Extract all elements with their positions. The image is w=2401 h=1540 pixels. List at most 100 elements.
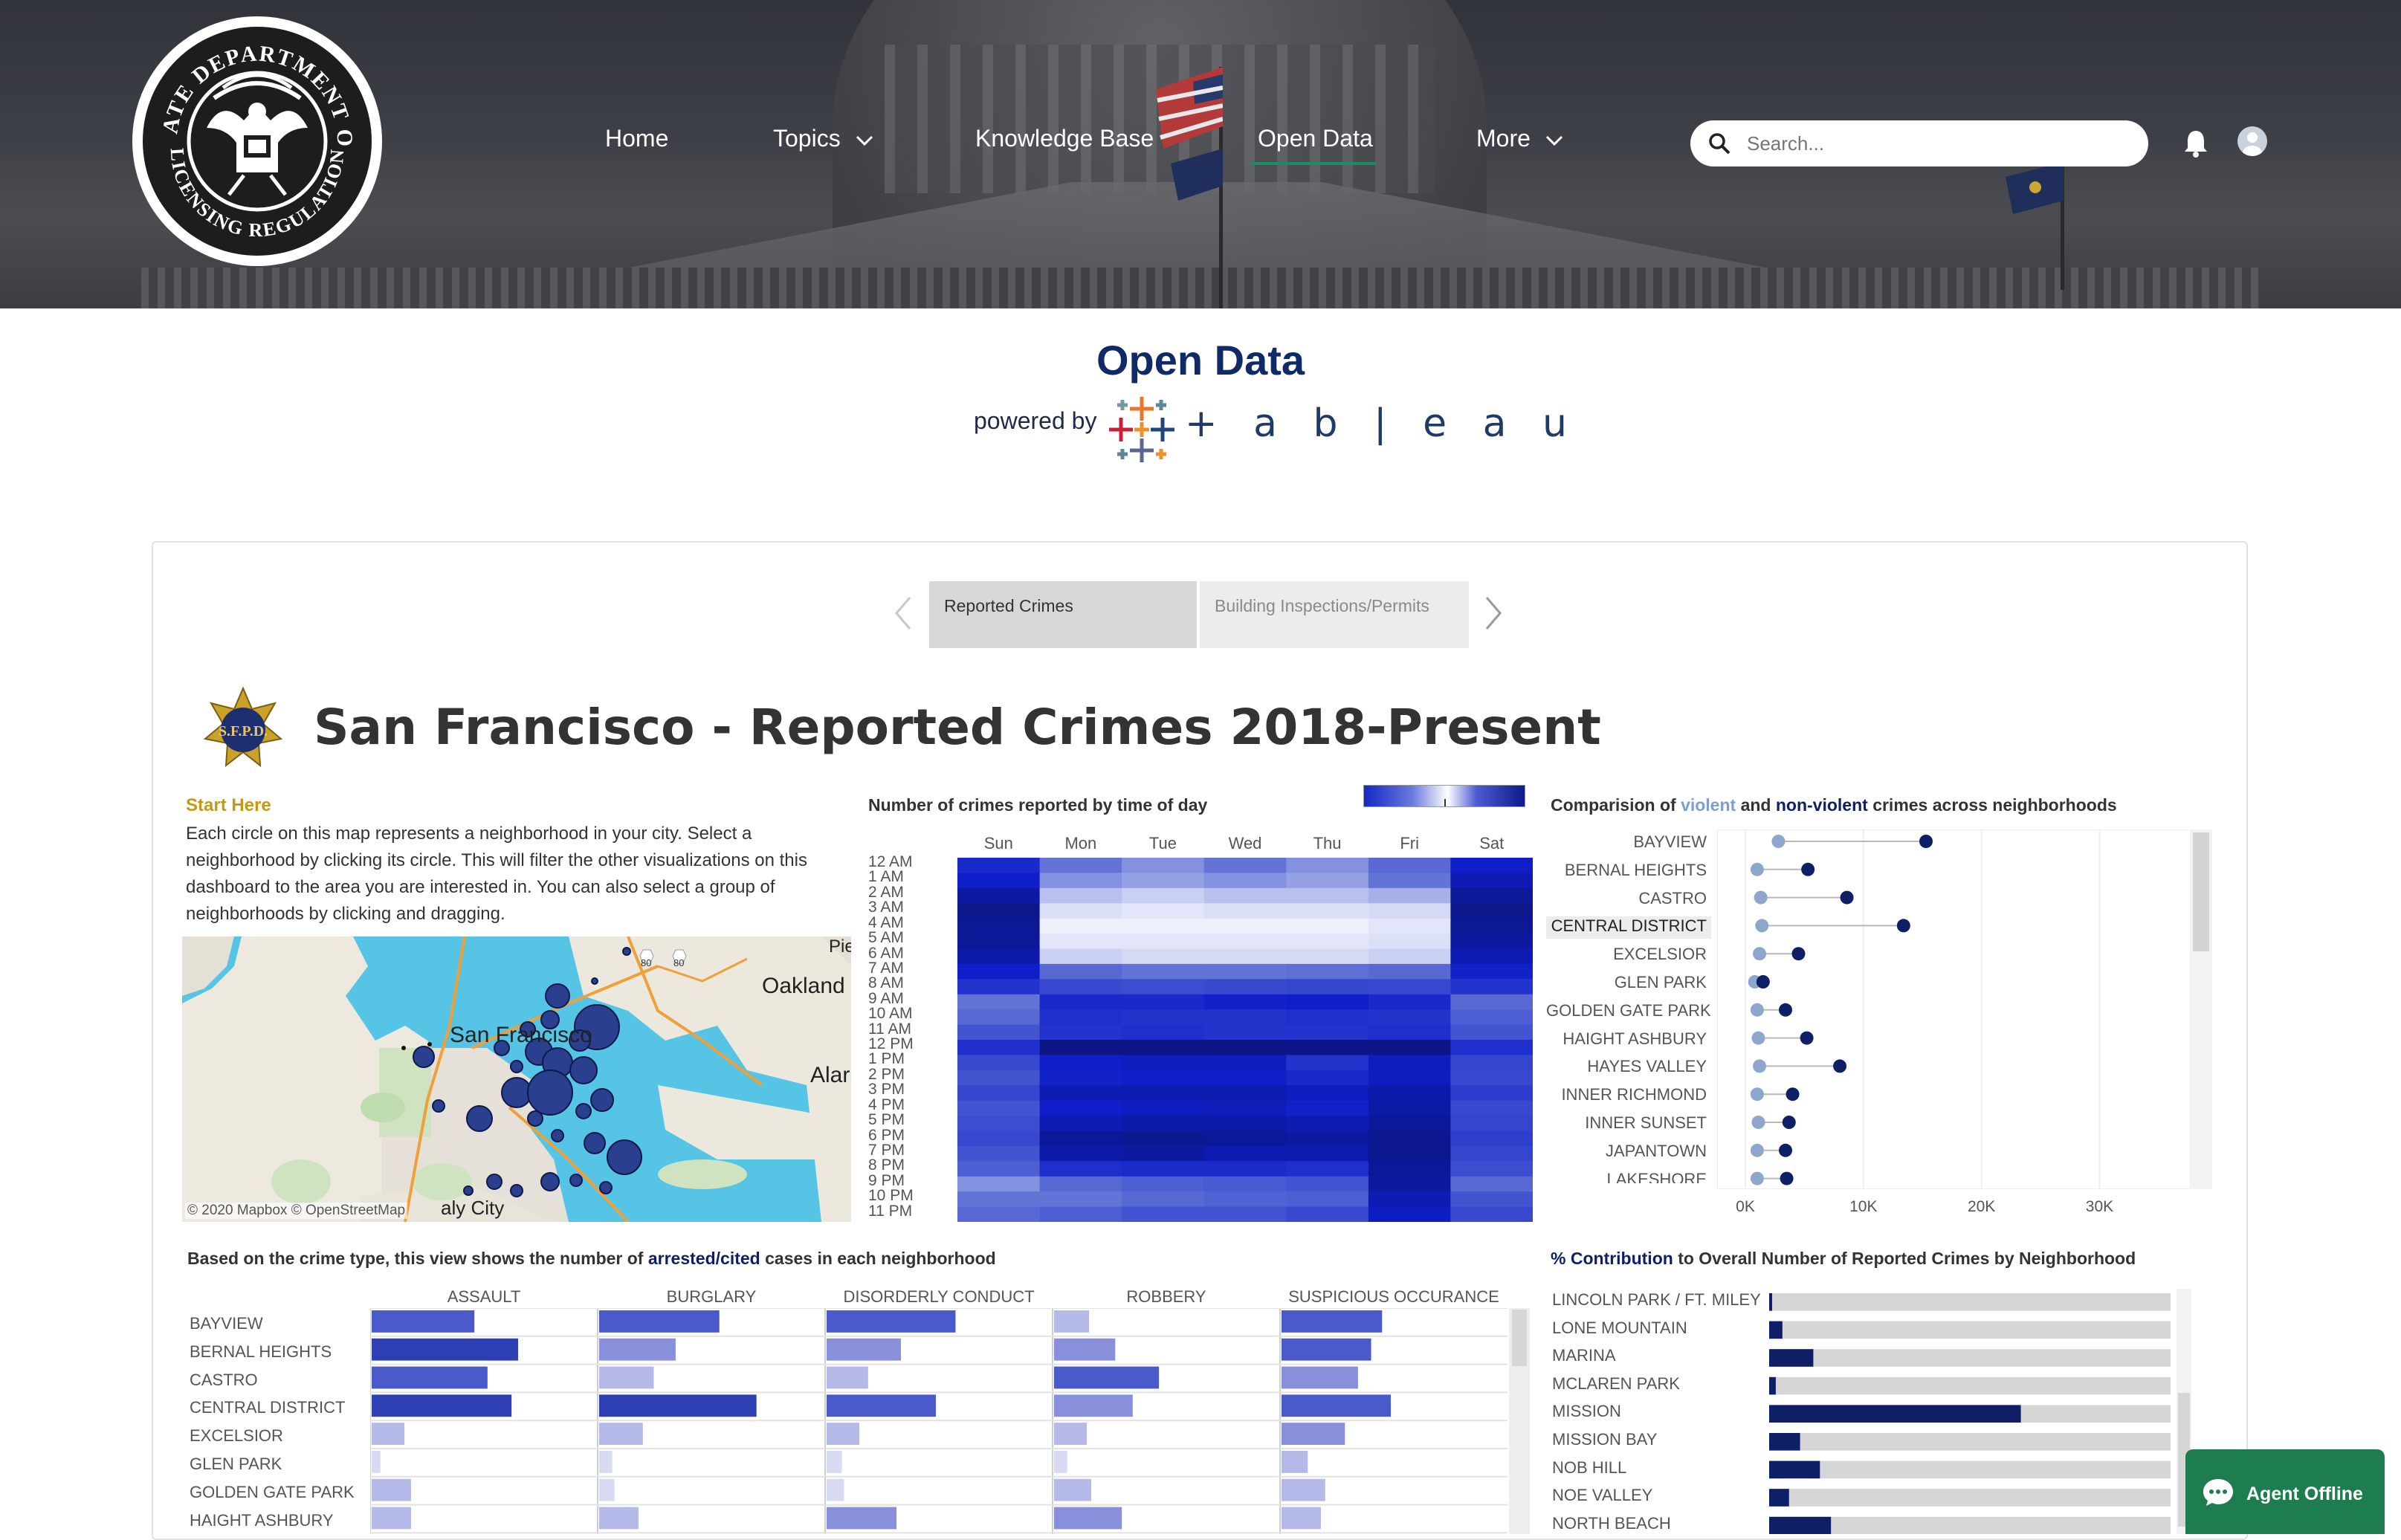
heatmap-cell[interactable] xyxy=(1450,994,1533,1010)
nonviolent-point[interactable] xyxy=(1782,1116,1796,1129)
nonviolent-point[interactable] xyxy=(1840,890,1854,905)
nonviolent-point[interactable] xyxy=(1919,835,1933,848)
heatmap-cell[interactable] xyxy=(957,994,1041,1010)
heatmap-cell[interactable] xyxy=(1368,918,1451,934)
arrest-bar[interactable] xyxy=(1282,1394,1391,1417)
nonviolent-point[interactable] xyxy=(1800,1031,1814,1045)
arrest-bar[interactable] xyxy=(372,1366,488,1389)
heatmap-cell[interactable] xyxy=(1203,948,1287,965)
contribution-bar[interactable] xyxy=(1769,1489,1789,1507)
heatmap-cell[interactable] xyxy=(1039,1009,1122,1026)
nav-knowledge-base[interactable]: Knowledge Base xyxy=(975,125,1154,152)
heatmap-cell[interactable] xyxy=(1122,1040,1205,1055)
heatmap-cell[interactable] xyxy=(1039,1145,1122,1162)
heatmap-cell[interactable] xyxy=(1286,934,1369,949)
heatmap-cell[interactable] xyxy=(1450,1161,1533,1177)
violent-point[interactable] xyxy=(1750,1003,1764,1017)
chevron-right-icon[interactable] xyxy=(1484,595,1503,632)
heatmap-cell[interactable] xyxy=(957,1070,1041,1086)
heatmap-cell[interactable] xyxy=(1039,1130,1122,1147)
heatmap-cell[interactable] xyxy=(1368,1116,1451,1131)
heatmap-cell[interactable] xyxy=(1122,994,1205,1010)
heatmap-cell[interactable] xyxy=(1286,873,1369,889)
heatmap-cell[interactable] xyxy=(1450,979,1533,995)
arrest-bar[interactable] xyxy=(827,1478,844,1501)
heatmap-cell[interactable] xyxy=(1203,918,1287,934)
heatmap-cell[interactable] xyxy=(1286,1040,1369,1055)
heatmap-cell[interactable] xyxy=(1286,1206,1369,1222)
heatmap-cell[interactable] xyxy=(1368,1145,1451,1162)
heatmap-cell[interactable] xyxy=(1450,887,1533,904)
arrest-bar[interactable] xyxy=(599,1338,676,1361)
nonviolent-point[interactable] xyxy=(1786,1087,1800,1101)
heatmap-cell[interactable] xyxy=(1122,903,1205,919)
user-avatar[interactable] xyxy=(2237,126,2267,156)
heatmap-cell[interactable] xyxy=(1286,1116,1369,1131)
arrest-bar[interactable] xyxy=(1282,1366,1358,1389)
heatmap-cell[interactable] xyxy=(1450,1191,1533,1208)
heatmap-cell[interactable] xyxy=(1039,1116,1122,1131)
heatmap-cell[interactable] xyxy=(1203,1130,1287,1147)
heatmap-cell[interactable] xyxy=(1368,963,1451,980)
heatmap-cell[interactable] xyxy=(1039,1206,1122,1222)
nonviolent-point[interactable] xyxy=(1833,1059,1847,1073)
heatmap-cell[interactable] xyxy=(1203,1100,1287,1116)
heatmap-cell[interactable] xyxy=(1450,934,1533,949)
arrest-bar[interactable] xyxy=(1054,1394,1133,1417)
heatmap-cell[interactable] xyxy=(1450,1009,1533,1026)
notification-bell-icon[interactable] xyxy=(2182,128,2209,158)
site-logo[interactable]: STATE DEPARTMENT OF LICENSING REGULATION xyxy=(132,16,382,266)
heatmap-cell[interactable] xyxy=(1039,858,1122,873)
heatmap-cell[interactable] xyxy=(1122,1145,1205,1162)
arrest-bar[interactable] xyxy=(827,1310,956,1333)
contribution-bar[interactable] xyxy=(1769,1405,2021,1423)
heatmap-cell[interactable] xyxy=(1203,979,1287,995)
heatmap-cell[interactable] xyxy=(957,1130,1041,1147)
heatmap-cell[interactable] xyxy=(957,948,1041,965)
heatmap-cell[interactable] xyxy=(1122,1130,1205,1147)
arrest-bar[interactable] xyxy=(1282,1478,1325,1501)
heatmap-cell[interactable] xyxy=(1286,1024,1369,1041)
heatmap-cell[interactable] xyxy=(1122,948,1205,965)
heatmap-cell[interactable] xyxy=(1286,903,1369,919)
heatmap-cell[interactable] xyxy=(1368,873,1451,889)
heatmap-cell[interactable] xyxy=(1203,994,1287,1010)
heatmap-cell[interactable] xyxy=(1450,963,1533,980)
heatmap-cell[interactable] xyxy=(1203,1191,1287,1208)
map-canvas[interactable] xyxy=(182,936,851,1222)
arrest-bar[interactable] xyxy=(372,1394,512,1417)
heatmap-cell[interactable] xyxy=(957,1055,1041,1071)
heatmap-cell[interactable] xyxy=(1039,1176,1122,1192)
heatmap-cell[interactable] xyxy=(1286,1191,1369,1208)
nonviolent-point[interactable] xyxy=(1779,1143,1792,1157)
heatmap-cell[interactable] xyxy=(1368,1040,1451,1055)
arrest-bar[interactable] xyxy=(372,1507,411,1530)
heatmap-cell[interactable] xyxy=(1039,873,1122,889)
nav-more[interactable]: More xyxy=(1476,125,1564,152)
nav-topics[interactable]: Topics xyxy=(773,125,874,152)
heatmap-cell[interactable] xyxy=(1203,1161,1287,1177)
heatmap-cell[interactable] xyxy=(1039,948,1122,965)
heatmap-cell[interactable] xyxy=(1368,1206,1451,1222)
arrest-bar[interactable] xyxy=(827,1507,897,1530)
arrest-bar[interactable] xyxy=(1054,1478,1091,1501)
heatmap-cell[interactable] xyxy=(1203,1040,1287,1055)
heatmap-cell[interactable] xyxy=(1368,858,1451,873)
heatmap-cell[interactable] xyxy=(957,1009,1041,1026)
heatmap-cell[interactable] xyxy=(1368,903,1451,919)
heatmap-cell[interactable] xyxy=(957,1040,1041,1055)
neighborhood-map[interactable]: San Francisco Oakland Pie Alar aly City … xyxy=(182,936,851,1222)
heatmap-cell[interactable] xyxy=(957,1116,1041,1131)
tab-building-inspections[interactable]: Building Inspections/Permits xyxy=(1200,581,1469,648)
heatmap-cell[interactable] xyxy=(1122,1100,1205,1116)
heatmap-cell[interactable] xyxy=(1450,1145,1533,1162)
arrest-bar[interactable] xyxy=(599,1507,639,1530)
tab-reported-crimes[interactable]: Reported Crimes xyxy=(929,581,1197,648)
heatmap-cell[interactable] xyxy=(1203,1055,1287,1071)
heatmap-cell[interactable] xyxy=(1286,1085,1369,1101)
nonviolent-point[interactable] xyxy=(1896,919,1910,933)
heatmap-cell[interactable] xyxy=(1203,1085,1287,1101)
arrest-bar[interactable] xyxy=(1054,1338,1116,1361)
heatmap-cell[interactable] xyxy=(1450,1040,1533,1055)
heatmap-cell[interactable] xyxy=(1122,873,1205,889)
